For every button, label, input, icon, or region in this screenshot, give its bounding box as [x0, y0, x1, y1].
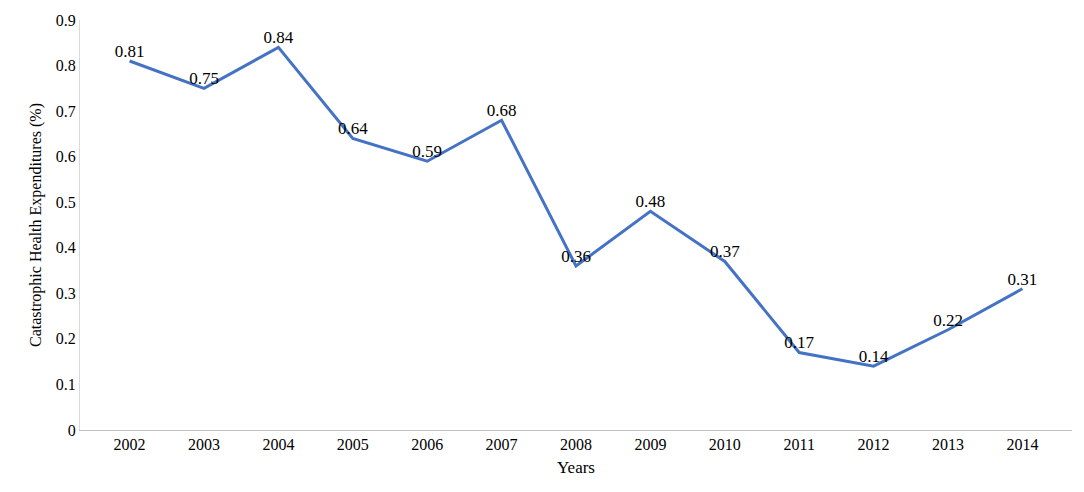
svg-text:0.68: 0.68 — [487, 101, 517, 120]
svg-text:0.84: 0.84 — [264, 28, 294, 47]
svg-text:2002: 2002 — [114, 436, 146, 453]
svg-text:0: 0 — [68, 422, 76, 439]
svg-text:0.1: 0.1 — [56, 376, 76, 393]
svg-text:2007: 2007 — [486, 436, 518, 453]
svg-text:0.22: 0.22 — [933, 311, 963, 330]
svg-text:0.5: 0.5 — [56, 194, 76, 211]
svg-text:0.4: 0.4 — [56, 239, 76, 256]
svg-text:0.8: 0.8 — [56, 57, 76, 74]
svg-text:2005: 2005 — [337, 436, 369, 453]
svg-text:0.59: 0.59 — [412, 142, 442, 161]
svg-text:2006: 2006 — [411, 436, 443, 453]
svg-text:0.48: 0.48 — [636, 192, 666, 211]
svg-text:0.7: 0.7 — [56, 103, 76, 120]
svg-text:0.37: 0.37 — [710, 242, 740, 261]
svg-text:2012: 2012 — [858, 436, 890, 453]
svg-text:0.14: 0.14 — [859, 347, 889, 366]
svg-text:0.9: 0.9 — [56, 12, 76, 29]
svg-text:0.75: 0.75 — [189, 69, 219, 88]
svg-text:0.6: 0.6 — [56, 148, 76, 165]
svg-text:Catastrophic Health Expenditur: Catastrophic Health Expenditures (%) — [27, 103, 45, 347]
svg-text:0.81: 0.81 — [115, 42, 145, 61]
svg-text:2009: 2009 — [634, 436, 666, 453]
svg-text:0.31: 0.31 — [1008, 270, 1038, 289]
svg-text:2014: 2014 — [1006, 436, 1038, 453]
svg-text:Years: Years — [557, 458, 595, 477]
svg-text:2013: 2013 — [932, 436, 964, 453]
svg-text:0.36: 0.36 — [561, 247, 591, 266]
svg-text:0.64: 0.64 — [338, 119, 368, 138]
svg-text:2003: 2003 — [188, 436, 220, 453]
svg-text:0.3: 0.3 — [56, 285, 76, 302]
svg-text:2010: 2010 — [709, 436, 741, 453]
svg-text:0.2: 0.2 — [56, 330, 76, 347]
svg-text:0.17: 0.17 — [784, 333, 814, 352]
svg-text:2008: 2008 — [560, 436, 592, 453]
svg-text:2004: 2004 — [262, 436, 294, 453]
svg-text:2011: 2011 — [783, 436, 814, 453]
